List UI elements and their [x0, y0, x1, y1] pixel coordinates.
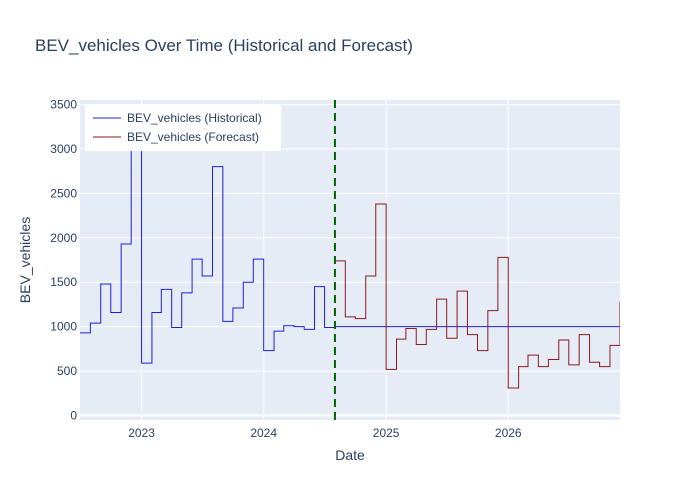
legend-box [85, 105, 281, 151]
axes: 0 500 1000 1500 2000 2500 3000 3500 2023 2024 2025… [50, 97, 522, 440]
legend[interactable]: BEV_vehicles (Historical) BEV_vehicles (F… [85, 105, 281, 151]
chart-title: BEV_vehicles Over Time (Historical and F… [35, 36, 413, 55]
y-tick-label: 3500 [50, 97, 77, 111]
x-tick-label: 2026 [495, 426, 522, 440]
y-tick-label: 500 [57, 364, 77, 378]
x-tick-label: 2023 [128, 426, 155, 440]
series-layer [80, 100, 620, 420]
legend-item-label[interactable]: BEV_vehicles (Historical) [127, 111, 262, 125]
y-tick-label: 1000 [50, 320, 77, 334]
y-axis-title: BEV_vehicles [17, 217, 33, 303]
x-axis-title: Date [335, 447, 365, 463]
y-tick-label: 2000 [50, 231, 77, 245]
y-tick-label: 0 [70, 409, 77, 423]
y-tick-label: 2500 [50, 186, 77, 200]
y-tick-label: 1500 [50, 275, 77, 289]
y-tick-label: 3000 [50, 142, 77, 156]
legend-item-label[interactable]: BEV_vehicles (Forecast) [127, 130, 259, 144]
x-tick-label: 2025 [373, 426, 400, 440]
forecast-series-line [334, 203, 620, 389]
plot-background [80, 100, 620, 420]
x-tick-label: 2024 [250, 426, 277, 440]
historical-series-line [80, 112, 620, 364]
